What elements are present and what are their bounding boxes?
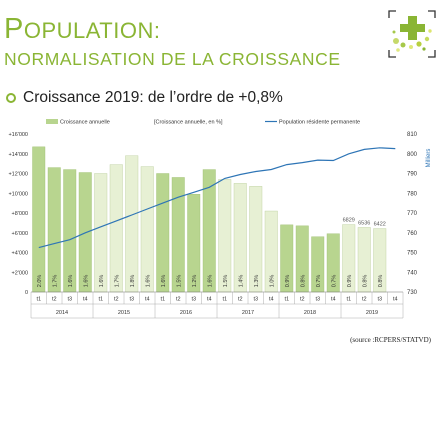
bar bbox=[109, 164, 123, 293]
bullet-text: Croissance 2019: de l’ordre de +0,8% bbox=[23, 89, 283, 106]
x-tick-label: t2 bbox=[300, 297, 305, 303]
year-label: 2014 bbox=[56, 310, 68, 316]
x-tick-label: t1 bbox=[36, 297, 41, 303]
bar-percent-label: 1.6% bbox=[207, 275, 213, 288]
x-tick-label: t4 bbox=[207, 297, 212, 303]
y-right-tick-label: 770 bbox=[407, 211, 418, 217]
x-tick-label: t2 bbox=[176, 297, 181, 303]
bar-percent-label: 1.5% bbox=[176, 275, 182, 288]
x-tick-label: t4 bbox=[393, 297, 398, 303]
y-right-tick-label: 730 bbox=[407, 290, 418, 296]
x-tick-label: t1 bbox=[346, 297, 351, 303]
bar-percent-label: 2.0% bbox=[37, 275, 43, 288]
y-right-axis-label: Milliers bbox=[426, 149, 432, 168]
legend-swatch-bars bbox=[46, 119, 58, 124]
bar bbox=[94, 173, 108, 293]
year-label: 2017 bbox=[242, 310, 254, 316]
x-tick-label: t3 bbox=[67, 297, 72, 303]
bar-value-label: 6829 bbox=[343, 218, 355, 224]
brand-logo bbox=[388, 10, 436, 58]
legend-label-bars: Croissance annuelle bbox=[60, 120, 110, 126]
y-left-tick-label: +10'000 bbox=[8, 191, 28, 197]
x-tick-label: t1 bbox=[222, 297, 227, 303]
legend-label-pct: [Croissance annuelle, en %] bbox=[154, 120, 223, 126]
bar-percent-label: 1.6% bbox=[68, 275, 74, 288]
bar-percent-label: 0.7% bbox=[331, 275, 337, 288]
bar-percent-label: 0.8% bbox=[378, 275, 384, 288]
bar-percent-label: 1.3% bbox=[254, 275, 260, 288]
bar-percent-label: 1.6% bbox=[99, 275, 105, 288]
bar bbox=[32, 146, 46, 293]
y-left-tick-label: +16'000 bbox=[8, 132, 28, 138]
bar-percent-label: 1.7% bbox=[52, 275, 58, 288]
x-tick-label: t3 bbox=[253, 297, 258, 303]
bar-percent-label: 1.5% bbox=[223, 275, 229, 288]
x-tick-label: t3 bbox=[129, 297, 134, 303]
x-tick-label: t4 bbox=[83, 297, 88, 303]
y-left-tick-label: +6'000 bbox=[12, 231, 29, 237]
y-left-tick-label: 0 bbox=[25, 290, 28, 296]
x-tick-label: t2 bbox=[362, 297, 367, 303]
y-right-tick-label: 800 bbox=[407, 152, 418, 158]
y-right-tick-label: 750 bbox=[407, 251, 418, 257]
population-growth-chart: 0 +2'000 +4'000 +6'000 +8'000 +10'000 +12'000 +… bbox=[8, 119, 432, 319]
bar-value-label: 6536 bbox=[358, 220, 370, 226]
x-tick-label: t2 bbox=[114, 297, 119, 303]
bar-percent-label: 0.7% bbox=[316, 275, 322, 288]
bar-percent-label: 0.9% bbox=[347, 275, 353, 288]
bar-percent-label: 1.6% bbox=[145, 275, 151, 288]
x-tick-label: t3 bbox=[377, 297, 382, 303]
y-left-tick-label: +2'000 bbox=[12, 270, 29, 276]
bar-percent-label: 1.7% bbox=[114, 275, 120, 288]
year-label: 2015 bbox=[118, 310, 130, 316]
y-left-tick-label: +12'000 bbox=[8, 172, 28, 178]
bar-percent-label: 1.4% bbox=[238, 275, 244, 288]
x-tick-label: t3 bbox=[191, 297, 196, 303]
y-left-tick-label: +8'000 bbox=[12, 211, 29, 217]
bar-percent-label: 0.8% bbox=[300, 275, 306, 288]
x-tick-label: t2 bbox=[52, 297, 57, 303]
bar-percent-label: 1.8% bbox=[130, 275, 136, 288]
y-right-tick-label: 780 bbox=[407, 191, 418, 197]
x-tick-label: t4 bbox=[331, 297, 336, 303]
y-right-tick-label: 740 bbox=[407, 270, 418, 276]
bar-percent-label: 1.2% bbox=[192, 275, 198, 288]
y-left-tick-label: +14'000 bbox=[8, 152, 28, 158]
bar-percent-label: 1.0% bbox=[269, 275, 275, 288]
x-tick-label: t4 bbox=[145, 297, 150, 303]
bar-value-label: 6422 bbox=[374, 222, 386, 228]
bar-percent-label: 1.6% bbox=[161, 275, 167, 288]
y-right-tick-label: 810 bbox=[407, 132, 418, 138]
page-title: POPULATION: bbox=[4, 13, 161, 45]
bar bbox=[63, 169, 77, 293]
source-note: (source :RCPERS/STATVD) bbox=[350, 336, 431, 344]
bar-percent-label: 1.6% bbox=[83, 275, 89, 288]
year-label: 2016 bbox=[180, 310, 192, 316]
x-tick-label: t1 bbox=[98, 297, 103, 303]
bar bbox=[140, 166, 154, 293]
x-tick-label: t1 bbox=[284, 297, 289, 303]
x-tick-label: t2 bbox=[238, 297, 243, 303]
bullet-item: Croissance 2019: de l’ordre de +0,8% bbox=[6, 89, 283, 107]
y-right-tick-label: 760 bbox=[407, 231, 418, 237]
bar bbox=[47, 167, 61, 293]
bullet-icon bbox=[6, 93, 16, 103]
year-label: 2019 bbox=[366, 310, 378, 316]
page-subtitle: NORMALISATION DE LA CROISSANCE bbox=[4, 49, 341, 69]
x-tick-label: t3 bbox=[315, 297, 320, 303]
bar-percent-label: 0.8% bbox=[362, 275, 368, 288]
x-tick-label: t4 bbox=[269, 297, 274, 303]
year-label: 2018 bbox=[304, 310, 316, 316]
bar bbox=[125, 155, 139, 293]
population-line bbox=[38, 147, 396, 249]
bar bbox=[156, 173, 170, 293]
x-tick-label: t1 bbox=[160, 297, 165, 303]
y-right-tick-label: 790 bbox=[407, 172, 418, 178]
bar-percent-label: 0.9% bbox=[285, 275, 291, 288]
y-left-tick-label: +4'000 bbox=[12, 251, 29, 257]
legend-label-line: Population résidente permanente bbox=[279, 120, 360, 126]
